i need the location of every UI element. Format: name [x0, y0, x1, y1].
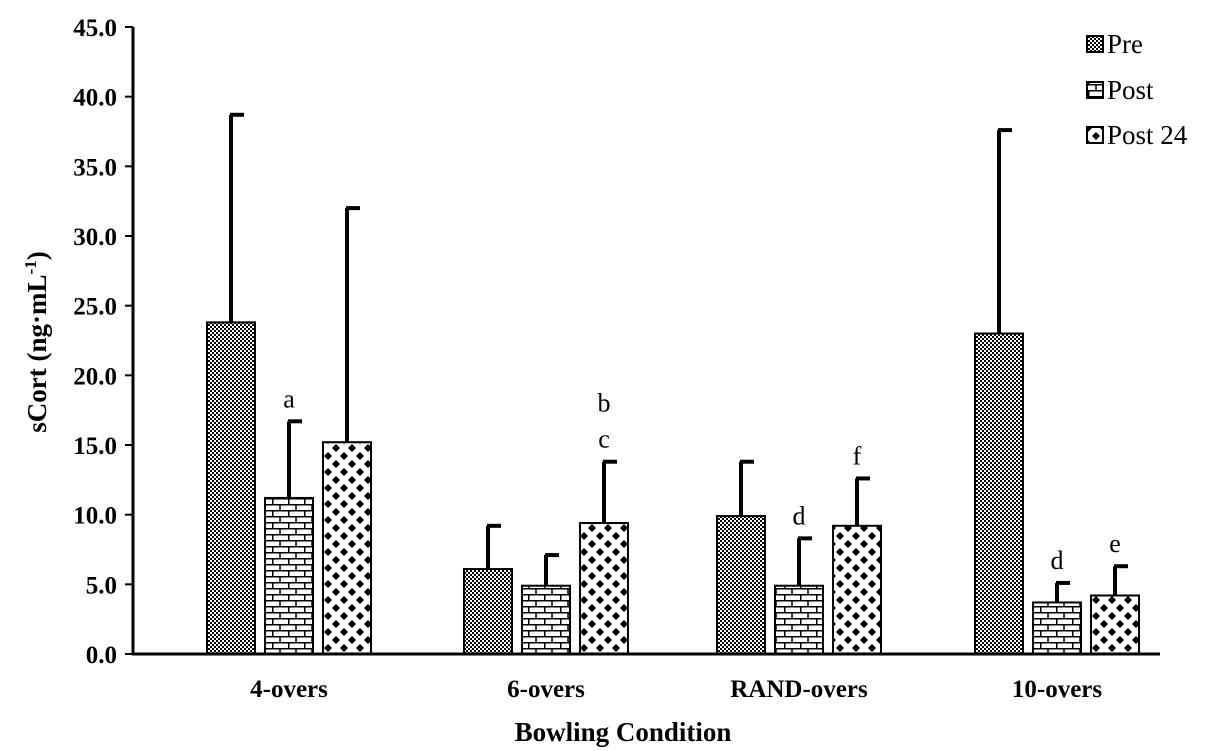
significance-label: f [853, 441, 862, 470]
legend-item-post-24: Post 24 [1086, 120, 1188, 150]
y-tick-label: 15.0 [73, 433, 117, 460]
bar-post-24-6-overs [579, 522, 629, 655]
error-bar [797, 536, 812, 586]
bar-pre-10-overs [974, 332, 1024, 655]
bar-post-24-10-overs [1090, 594, 1140, 655]
error-bar [602, 459, 617, 524]
error-bar [739, 459, 754, 517]
significance-label: b [598, 389, 611, 418]
significance-label: c [598, 425, 610, 454]
y-tick-label: 35.0 [73, 154, 117, 181]
bar-post-24-4-overs [322, 441, 372, 656]
y-tick-label: 5.0 [86, 572, 117, 599]
legend-swatch [1086, 81, 1104, 99]
y-tick-label: 40.0 [73, 85, 117, 112]
y-axis-title-superscript: -1 [21, 260, 40, 274]
bar-post-rand-overs [774, 584, 824, 656]
legend-label: Post [1107, 75, 1154, 105]
legend-label: Post 24 [1107, 120, 1188, 150]
significance-label: a [283, 384, 295, 413]
error-bar [997, 128, 1012, 334]
x-tick-label: RAND-overs [730, 676, 868, 703]
y-tick-label: 0.0 [86, 642, 117, 669]
y-tick-label: 10.0 [73, 503, 117, 530]
y-ticks-layer: 0.0 5.0 10.0 15.0 20.0 25.0 30.0 35.0 40.0 45.0 [73, 15, 133, 669]
legend-swatch [1086, 35, 1104, 53]
y-axis-title-main: sCort (ng·mL [22, 274, 52, 432]
legend-item-post: Post [1086, 75, 1154, 105]
y-axis-title: sCort (ng·mL-1) [21, 251, 52, 432]
x-ticks-layer: 4-overs 6-overs RAND-overs 10-overs [250, 676, 1102, 703]
error-bar [486, 523, 501, 570]
error-bar [287, 419, 302, 498]
bar-pre-6-overs [463, 568, 513, 655]
significance-label: d [793, 501, 806, 530]
error-bar [229, 112, 244, 323]
significance-labels-layer: a bc d f d e [283, 384, 1121, 575]
y-tick-label: 30.0 [73, 224, 117, 251]
y-tick-label: 45.0 [73, 15, 117, 42]
bar-post-6-overs [521, 584, 571, 656]
significance-label: e [1109, 529, 1121, 558]
legend-swatch [1086, 126, 1104, 144]
bar-post-4-overs [264, 496, 314, 655]
significance-label: d [1051, 546, 1064, 575]
bar-pre-rand-overs [716, 515, 766, 655]
legend: Pre Post Post 24 [1086, 29, 1188, 150]
x-tick-label: 10-overs [1012, 676, 1103, 703]
legend-item-pre: Pre [1086, 29, 1143, 59]
y-tick-label: 25.0 [73, 294, 117, 321]
x-tick-label: 4-overs [250, 676, 328, 703]
bar-pre-4-overs [206, 321, 256, 655]
x-tick-label: 6-overs [507, 676, 585, 703]
y-tick-label: 20.0 [73, 363, 117, 390]
bar-post-24-rand-overs [832, 524, 882, 656]
error-bar [855, 476, 870, 526]
error-bar [1113, 564, 1128, 596]
error-bar [345, 206, 360, 443]
x-axis-title: Bowling Condition [515, 717, 732, 747]
error-bar [1055, 580, 1070, 603]
error-bars-layer [229, 112, 1128, 603]
bar-post-10-overs [1032, 601, 1082, 655]
y-axis-title-close: ) [22, 251, 52, 260]
error-bar [544, 553, 559, 586]
legend-label: Pre [1107, 29, 1143, 59]
